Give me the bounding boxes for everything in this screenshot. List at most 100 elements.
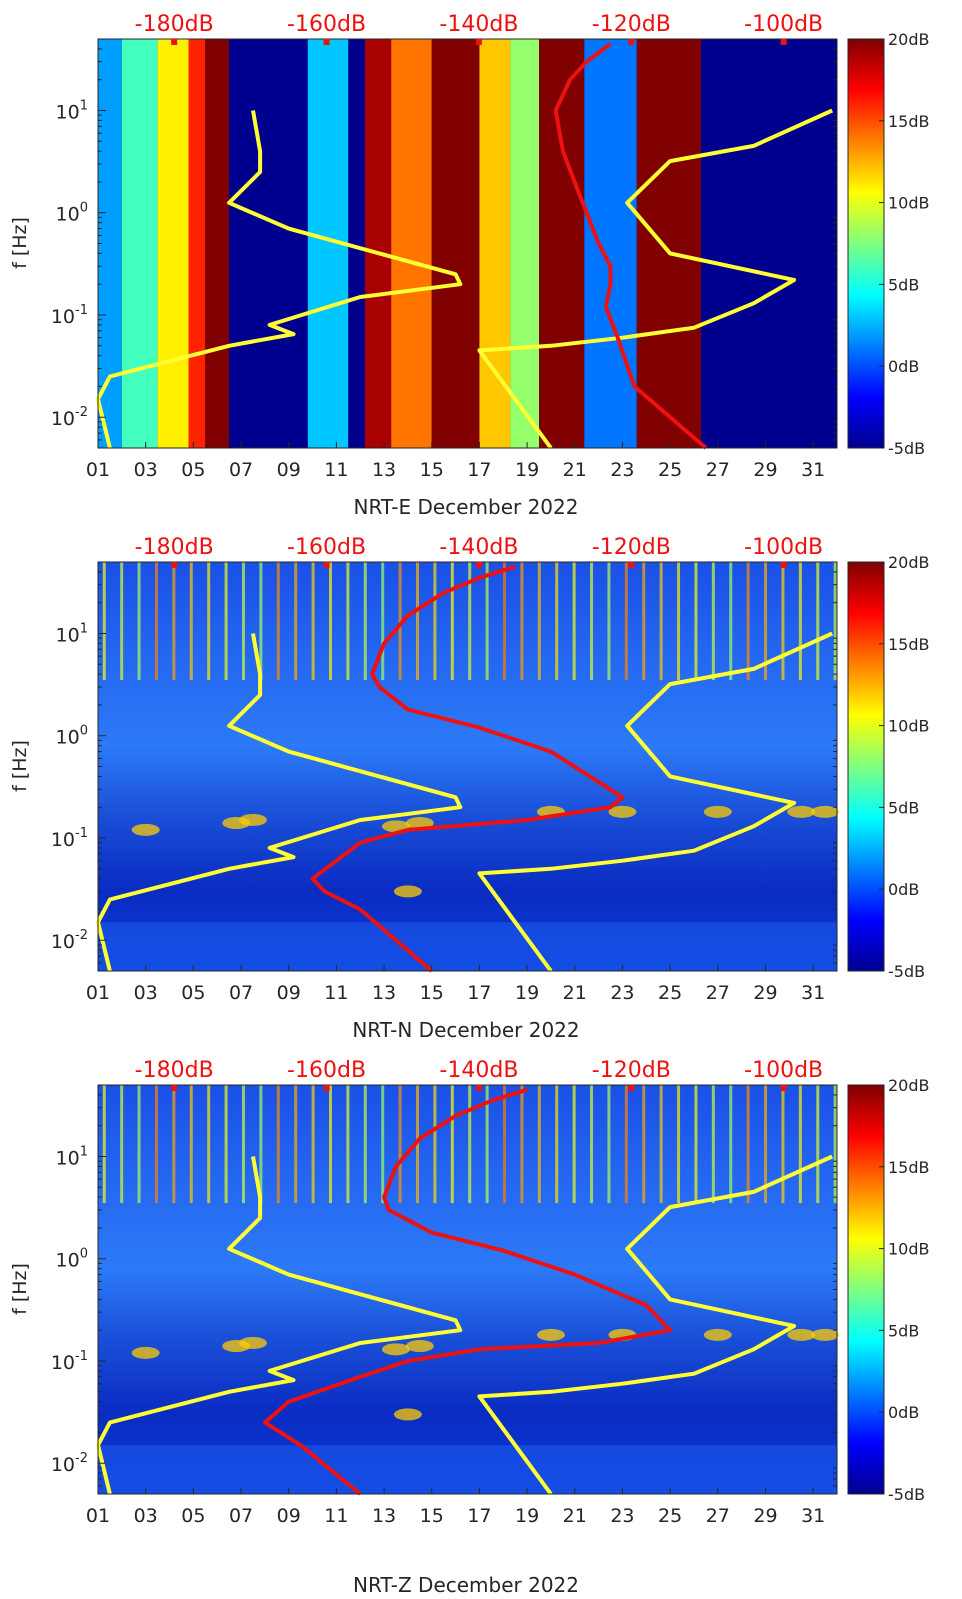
- colorbar-ticks: -5dB 0dB 5dB 10dB 15dB 20dB: [879, 30, 930, 458]
- heatmap-band: [121, 39, 158, 448]
- heatmap-streak: [294, 1085, 298, 1204]
- colorbar: -5dB 0dB 5dB 10dB 15dB 20dB: [847, 553, 930, 981]
- heatmap-streak: [798, 1085, 802, 1204]
- heatmap-streak: [468, 562, 472, 681]
- heatmap-streak: [328, 1085, 332, 1204]
- heatmap-streak: [833, 562, 837, 681]
- heatmap-streak: [764, 562, 768, 681]
- heatmap-band: [510, 39, 540, 448]
- x-tick-label: 27: [706, 982, 730, 1004]
- colorbar-scale: [847, 38, 885, 449]
- top-tick-mark: [628, 562, 635, 568]
- x-tick-label: 11: [324, 459, 348, 481]
- red-psd-line: [553, 42, 708, 450]
- top-tick-mark: [628, 39, 635, 45]
- x-tick-label: 03: [134, 982, 158, 1004]
- heatmap-streak: [311, 1085, 315, 1204]
- y-ticks: 10-2 10-1 100 101: [51, 38, 837, 449]
- heatmap-band: [479, 39, 511, 448]
- heatmap-streak: [276, 562, 280, 681]
- x-tick-label: 19: [515, 982, 539, 1004]
- x-tick-label: 15: [420, 982, 444, 1004]
- x-tick-label: 11: [324, 1505, 348, 1527]
- x-tick-label: 15: [420, 1505, 444, 1527]
- colorbar-tick-label: 10dB: [888, 1240, 930, 1259]
- red-psd-line: [310, 564, 625, 973]
- top-tick-mark: [171, 562, 178, 568]
- heatmap-streak: [207, 562, 211, 681]
- top-tick-mark: [628, 1085, 635, 1091]
- colorbar-tick-label: -5dB: [888, 1485, 925, 1504]
- colorbar-tick-label: 20dB: [888, 30, 930, 49]
- heatmap-streak: [102, 1085, 106, 1204]
- spectrogram-heatmap: [98, 39, 837, 448]
- x-axis-label: NRT-E December 2022: [354, 495, 579, 519]
- x-tick-label: 31: [801, 982, 825, 1004]
- x-tick-label: 09: [277, 1505, 301, 1527]
- heatmap-streak: [241, 1085, 245, 1204]
- heatmap-band: [636, 39, 702, 448]
- x-tick-label: 07: [229, 1505, 253, 1527]
- heatmap-blob: [608, 805, 637, 818]
- heatmap-blob: [405, 1340, 434, 1353]
- heatmap-streak: [555, 562, 559, 681]
- spectrogram-heatmap: [98, 562, 840, 971]
- x-tick-label: 21: [563, 459, 587, 481]
- heatmap-blob: [787, 1328, 816, 1341]
- y-tick-label: 10-2: [51, 1451, 88, 1476]
- heatmap-streak: [642, 562, 646, 681]
- heatmap-streak: [363, 562, 367, 681]
- top-tick-mark: [780, 562, 787, 568]
- x-tick-label: 13: [372, 1505, 396, 1527]
- panel-nrt-z: 01 03 05 07 09 11 13 15 17 19 21 23 25 27 29 31 10-210-…: [9, 1058, 930, 1597]
- heatmap-streak: [781, 562, 785, 681]
- x-tick-label: 27: [706, 1505, 730, 1527]
- colorbar-tick-label: 0dB: [888, 880, 919, 899]
- x-tick-label: 19: [515, 459, 539, 481]
- heatmap-streak: [172, 562, 176, 681]
- heatmap-streak: [311, 562, 315, 681]
- y-tick-label: 10-2: [51, 928, 88, 953]
- top-db-label: -100dB: [744, 12, 823, 37]
- top-tick-mark: [323, 1085, 330, 1091]
- heatmap-streak: [729, 1085, 733, 1204]
- x-tick-label: 17: [467, 982, 491, 1004]
- x-tick-label: 25: [658, 459, 682, 481]
- colorbar-tick-label: 15dB: [888, 112, 930, 131]
- y-tick-label: 10-1: [51, 1349, 88, 1374]
- heatmap-streak: [154, 562, 158, 681]
- x-ticks: 01 03 05 07 09 11 13 15 17 19 21 23 25 27 29 31: [86, 1488, 825, 1527]
- noise-model-upper-line: [477, 108, 834, 450]
- heatmap-streak: [537, 1085, 541, 1204]
- colorbar-tick-label: 10dB: [888, 194, 930, 213]
- top-tick-mark: [475, 562, 482, 568]
- heatmap-streak: [624, 562, 628, 681]
- x-tick-label: 05: [181, 459, 205, 481]
- heatmap-streak: [816, 562, 820, 681]
- heatmap-streak: [677, 562, 681, 681]
- heatmap-streak: [485, 562, 489, 681]
- y-tick-label: 100: [56, 201, 88, 226]
- x-tick-label: 17: [467, 1505, 491, 1527]
- heatmap-streak: [607, 1085, 611, 1204]
- x-tick-label: 23: [610, 982, 634, 1004]
- colorbar-tick-label: 10dB: [888, 717, 930, 736]
- x-tick-label: 17: [467, 459, 491, 481]
- heatmap-band: [701, 39, 837, 448]
- heatmap-lowband: [98, 922, 837, 971]
- heatmap-streak: [485, 1085, 489, 1204]
- x-tick-label: 25: [658, 1505, 682, 1527]
- red-psd-line: [262, 1087, 673, 1496]
- x-tick-label: 27: [706, 459, 730, 481]
- colorbar-ticks: -5dB 0dB 5dB 10dB 15dB 20dB: [879, 1076, 930, 1504]
- heatmap-streak: [590, 1085, 594, 1204]
- colorbar-tick-label: 5dB: [888, 275, 919, 294]
- heatmap-blob: [393, 1408, 422, 1421]
- top-db-label: -140dB: [439, 535, 518, 560]
- heatmap-streak: [398, 562, 402, 681]
- heatmap-streak: [503, 562, 507, 681]
- heatmap-streak: [433, 562, 437, 681]
- x-tick-label: 25: [658, 982, 682, 1004]
- x-tick-label: 23: [610, 459, 634, 481]
